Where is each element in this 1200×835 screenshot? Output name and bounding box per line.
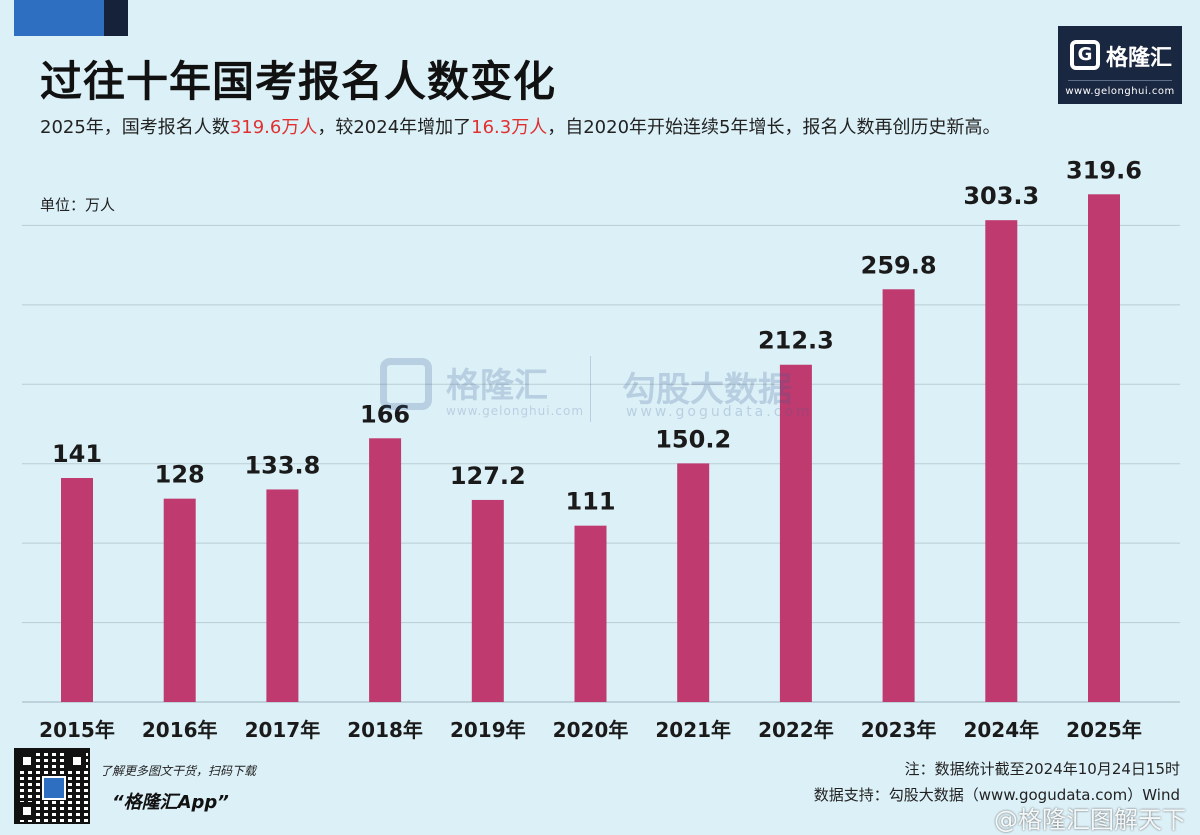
- subtitle-suffix: ，自2020年开始连续5年增长，报名人数再创历史新高。: [547, 117, 1001, 138]
- value-label: 303.3: [963, 182, 1039, 210]
- promo-text: 了解更多图文干货，扫码下载: [100, 764, 257, 778]
- value-label: 150.2: [655, 425, 731, 453]
- x-tick-label: 2021年: [655, 718, 731, 742]
- x-tick-label: 2025年: [1066, 718, 1142, 742]
- value-label: 128: [155, 461, 205, 489]
- gelonghui-logo: G 格隆汇 www.gelonghui.com: [1058, 26, 1182, 104]
- bar-2022年: [779, 364, 812, 702]
- x-tick-label: 2022年: [758, 718, 834, 742]
- subtitle-highlight-total: 319.6万人: [229, 117, 318, 138]
- value-label: 319.6: [1066, 156, 1142, 184]
- logo-url: www.gelonghui.com: [1065, 86, 1175, 97]
- chart-x-tick-labels: 2015年 2016年 2017年 2018年 2019年 2020年 2021年 2022年…: [39, 718, 1142, 742]
- subtitle: 2025年，国考报名人数319.6万人，较2024年增加了16.3万人，自202…: [40, 113, 1001, 139]
- bar-2017年: [266, 489, 299, 702]
- x-tick-label: 2019年: [450, 718, 526, 742]
- qr-finder-bottom-left: [18, 802, 36, 820]
- bar-2025年: [1088, 194, 1120, 702]
- x-tick-label: 2024年: [963, 718, 1039, 742]
- watermark-g-icon: [380, 358, 432, 410]
- weibo-watermark: @格隆汇图解天下: [994, 806, 1186, 834]
- bar-2019年: [471, 499, 504, 702]
- value-label: 111: [565, 488, 615, 516]
- bar-2018年: [369, 438, 402, 702]
- promo-app-name: “格隆汇App”: [112, 792, 229, 813]
- bar-2015年: [61, 478, 93, 702]
- top-accent-bar-dark: [104, 0, 128, 36]
- value-label: 133.8: [244, 451, 320, 479]
- value-label: 141: [52, 440, 102, 468]
- x-tick-label: 2016年: [142, 718, 218, 742]
- value-label: 259.8: [861, 251, 937, 279]
- watermark-url-2: www.gogudata.com: [626, 404, 813, 420]
- watermark-separator: [590, 356, 591, 422]
- watermark-url: www.gelonghui.com: [446, 404, 585, 418]
- page-title: 过往十年国考报名人数变化: [40, 57, 557, 106]
- x-tick-label: 2023年: [861, 718, 937, 742]
- qr-logo-icon: [42, 776, 66, 800]
- x-tick-label: 2017年: [245, 718, 321, 742]
- chart-bars: [61, 194, 1120, 702]
- qr-finder-top-right: [68, 752, 86, 770]
- data-source: 数据支持：勾股大数据（www.gogudata.com）Wind: [813, 786, 1180, 804]
- bar-2024年: [985, 220, 1018, 702]
- bar-2021年: [677, 463, 710, 702]
- unit-label: 单位：万人: [40, 196, 116, 214]
- x-tick-label: 2020年: [553, 718, 629, 742]
- bar-2020年: [574, 525, 607, 702]
- watermark-name-2: 勾股大数据: [622, 370, 792, 410]
- qr-finder-top-left: [18, 752, 36, 770]
- subtitle-prefix: 2025年，国考报名人数: [40, 117, 230, 138]
- qr-code[interactable]: [14, 748, 90, 824]
- value-label: 127.2: [450, 462, 526, 490]
- bar-2016年: [163, 498, 196, 702]
- logo-g-icon: G: [1070, 40, 1100, 70]
- x-tick-label: 2018年: [347, 718, 423, 742]
- logo-divider: [1068, 80, 1172, 81]
- top-accent-bar: [14, 0, 104, 36]
- subtitle-highlight-increase: 16.3万人: [471, 117, 548, 138]
- subtitle-middle: ，较2024年增加了: [317, 117, 472, 138]
- bar-2023年: [882, 289, 915, 702]
- data-note: 注：数据统计截至2024年10月24日15时: [904, 760, 1180, 778]
- logo-name: 格隆汇: [1106, 46, 1173, 71]
- value-label: 212.3: [758, 327, 834, 355]
- x-tick-label: 2015年: [39, 718, 115, 742]
- watermark-name: 格隆汇: [446, 366, 548, 406]
